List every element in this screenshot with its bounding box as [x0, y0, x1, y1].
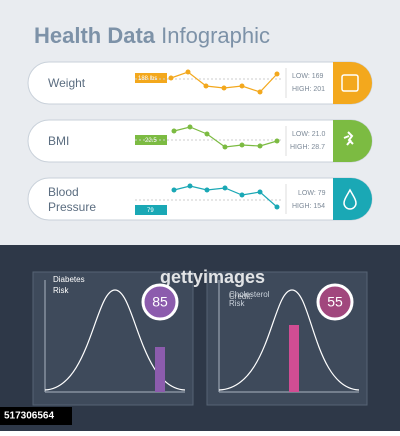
id-strip: [0, 407, 72, 425]
card-label: Weight: [48, 76, 86, 90]
low: LOW: 21.0: [292, 131, 325, 138]
watermark-id: 517306564: [4, 411, 54, 422]
badge: [135, 73, 167, 83]
card: [27, 119, 373, 163]
badge-text: 22.5: [145, 138, 157, 144]
panel-label: Diabetes: [53, 275, 85, 284]
score: 55: [327, 294, 343, 310]
watermark-brand: gettyimages: [160, 267, 265, 287]
low: LOW: 169: [292, 73, 323, 80]
bell-curve: [44, 289, 186, 391]
high: HIGH: 154: [292, 203, 325, 210]
runner-icon: [343, 131, 354, 146]
badge-text: 79: [147, 208, 154, 214]
risk-bar: [289, 325, 299, 392]
bell-curve: [218, 289, 360, 391]
high: HIGH: 201: [292, 86, 325, 93]
sparkline-dots: [171, 183, 280, 210]
score-circle: [316, 283, 354, 321]
card-label: Blood: [48, 185, 79, 199]
risk-bar: [155, 347, 165, 392]
icon-cap: [333, 178, 372, 220]
card-label: BMI: [48, 134, 69, 148]
score: 85: [152, 294, 168, 310]
sparkline-dots: [168, 69, 280, 95]
cholesterol-panel: Cholesterol Risk 55: [206, 271, 368, 406]
icon-cap: [333, 62, 372, 104]
title: Health Data Infographic: [34, 23, 270, 48]
title-light: Infographic: [161, 23, 270, 48]
card-label: Pressure: [48, 200, 96, 214]
bmi-card: BMI 22.5 LOW: 21.0 HIGH: 28.7: [27, 119, 373, 163]
watermark-credit: Credit:: [229, 292, 253, 301]
badge: [135, 205, 167, 215]
sparkline-dots: [171, 124, 280, 150]
panel-label: Cholesterol: [229, 290, 270, 299]
weight-card: Weight 188 lbs LOW: 169 HIGH: 201: [27, 61, 373, 105]
drop-icon: [343, 188, 357, 210]
panel-label: Risk: [53, 286, 70, 295]
diabetes-panel: Diabetes Risk 85: [32, 271, 194, 406]
score-circle: [141, 283, 179, 321]
low: LOW: 79: [298, 190, 326, 197]
high: HIGH: 28.7: [290, 144, 325, 151]
icon-cap: [333, 120, 372, 162]
title-bold: Health Data: [34, 23, 156, 48]
panel-label: Risk: [229, 299, 246, 308]
scale-icon: [341, 74, 359, 92]
blood-pressure-card: Blood Pressure 79 LOW: 79 HIGH: 154: [27, 177, 373, 221]
